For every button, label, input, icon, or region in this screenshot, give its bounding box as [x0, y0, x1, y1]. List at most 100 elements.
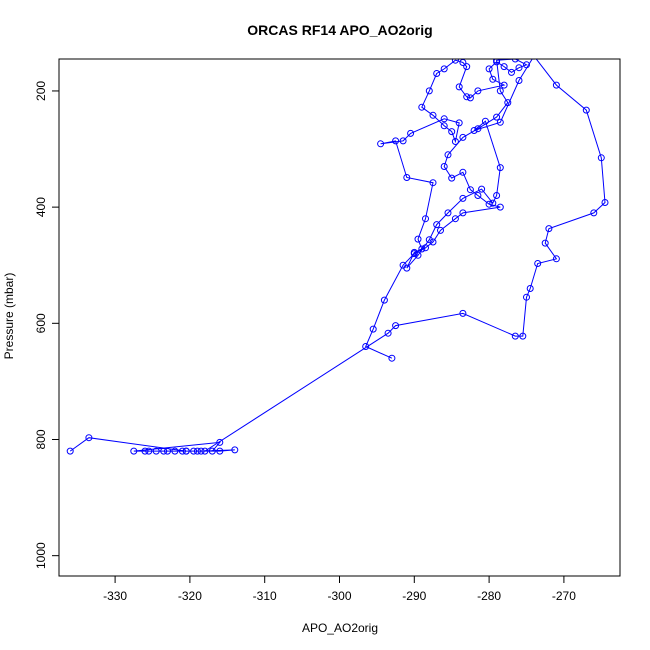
plot-frame	[58, 58, 621, 577]
data-point	[178, 447, 186, 455]
data-point	[392, 322, 400, 330]
x-tick-label: -320	[178, 589, 202, 603]
data-point	[384, 329, 392, 337]
data-point	[451, 215, 459, 223]
data-point	[500, 81, 508, 89]
data-point	[463, 63, 471, 71]
data-point	[474, 125, 482, 133]
data-point	[433, 221, 441, 229]
y-axis-label: Pressure (mbar)	[2, 273, 16, 360]
data-point	[448, 128, 456, 136]
x-tick-label: -280	[477, 589, 501, 603]
data-point	[590, 209, 598, 217]
data-point	[130, 447, 138, 455]
data-point	[466, 94, 474, 102]
y-tick-label: 1000	[34, 542, 48, 569]
data-point	[496, 118, 504, 126]
data-point	[545, 225, 553, 233]
data-point	[474, 192, 482, 199]
data-point	[362, 343, 370, 350]
data-point	[208, 447, 216, 455]
data-point	[496, 203, 504, 211]
data-point	[459, 309, 467, 317]
plot-area	[66, 59, 609, 455]
data-point	[493, 113, 501, 121]
data-point	[399, 137, 407, 145]
data-point	[493, 192, 501, 199]
data-point	[377, 140, 385, 148]
data-point	[66, 447, 74, 455]
data-point	[508, 68, 515, 76]
data-point	[182, 447, 190, 455]
data-point	[493, 59, 501, 64]
data-point	[459, 194, 467, 202]
data-point	[440, 122, 448, 130]
data-point	[171, 447, 179, 455]
data-point	[444, 209, 452, 217]
y-tick-label: 600	[34, 313, 48, 333]
data-point	[418, 103, 426, 111]
data-point	[496, 164, 504, 172]
data-point	[429, 111, 437, 119]
data-point	[152, 447, 160, 455]
data-point	[489, 75, 497, 83]
data-point	[425, 236, 433, 244]
data-point	[511, 332, 519, 340]
data-point	[433, 70, 441, 77]
data-point	[523, 61, 530, 69]
data-point	[190, 447, 198, 455]
data-point	[485, 65, 493, 73]
data-point	[601, 199, 609, 206]
data-point	[504, 99, 512, 107]
x-tick-label: -310	[253, 589, 277, 603]
data-point	[407, 129, 415, 137]
data-point	[541, 239, 549, 247]
data-point	[145, 447, 153, 455]
data-point	[515, 64, 523, 72]
data-point	[478, 185, 486, 193]
data-point	[474, 87, 482, 95]
data-point	[369, 325, 377, 333]
data-point	[414, 235, 422, 243]
data-point	[552, 255, 560, 263]
x-axis: -330 -320 -310 -300 -290 -280 -270	[103, 575, 576, 603]
chart-title: ORCAS RF14 APO_AO2orig	[247, 22, 432, 38]
data-point	[444, 151, 452, 159]
x-tick-label: -270	[552, 589, 576, 603]
data-point	[440, 115, 448, 123]
x-axis-label: APO_AO2orig	[302, 621, 378, 635]
data-point	[141, 447, 149, 455]
data-point	[451, 59, 459, 64]
data-point	[485, 200, 493, 208]
y-tick-label: 400	[34, 197, 48, 217]
data-point	[511, 59, 519, 63]
data-point	[440, 65, 448, 73]
data-point	[463, 93, 471, 101]
data-point	[448, 174, 456, 182]
data-point	[455, 119, 463, 127]
data-point	[534, 260, 542, 267]
data-point	[216, 447, 224, 455]
data-point	[597, 154, 605, 162]
data-point	[582, 106, 590, 114]
data-point	[197, 447, 205, 455]
data-point	[470, 127, 478, 134]
data-point	[515, 77, 523, 84]
y-tick-label: 800	[34, 429, 48, 449]
data-point	[523, 293, 530, 301]
data-point	[466, 186, 474, 194]
data-point	[399, 261, 407, 269]
data-point	[519, 332, 527, 340]
data-point	[216, 438, 224, 446]
y-axis: 200 400 600 800 1000	[34, 81, 60, 569]
data-point	[489, 199, 497, 207]
data-point	[164, 447, 171, 455]
data-point	[418, 245, 426, 253]
data-point	[380, 296, 388, 304]
data-point	[388, 354, 396, 362]
data-point	[459, 209, 467, 217]
data-point	[193, 447, 201, 455]
data-point	[451, 138, 459, 145]
x-tick-label: -330	[103, 589, 127, 603]
y-tick-label: 200	[34, 81, 48, 101]
